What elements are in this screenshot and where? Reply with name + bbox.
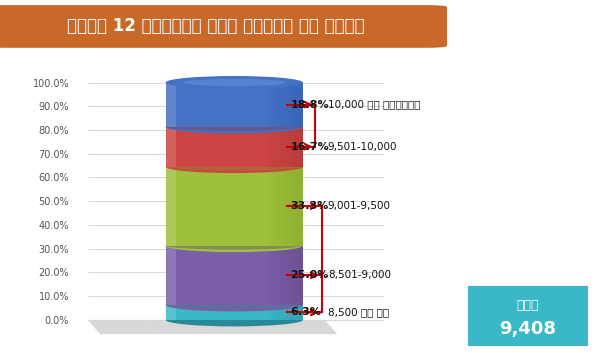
Bar xyxy=(273,246,277,305)
Bar xyxy=(295,167,299,246)
FancyBboxPatch shape xyxy=(166,246,176,305)
Bar xyxy=(295,305,299,320)
Bar xyxy=(166,127,303,167)
Bar xyxy=(286,167,290,246)
Text: 18.8%: 18.8% xyxy=(290,100,329,109)
Bar xyxy=(299,167,303,246)
Text: 8,501-9,000: 8,501-9,000 xyxy=(328,270,391,280)
FancyBboxPatch shape xyxy=(166,82,176,127)
Bar xyxy=(166,82,303,127)
Bar xyxy=(286,246,290,305)
Bar xyxy=(269,82,273,127)
Bar xyxy=(286,305,290,320)
Bar xyxy=(299,82,303,127)
Ellipse shape xyxy=(166,120,303,133)
FancyBboxPatch shape xyxy=(166,167,176,246)
FancyBboxPatch shape xyxy=(0,5,447,48)
Bar xyxy=(269,305,273,320)
Bar xyxy=(277,127,281,167)
Bar xyxy=(295,82,299,127)
Bar xyxy=(295,246,299,305)
Bar xyxy=(281,127,286,167)
Bar xyxy=(273,82,277,127)
Bar xyxy=(290,82,295,127)
Bar xyxy=(269,167,273,246)
Text: 9,408: 9,408 xyxy=(499,320,557,338)
Ellipse shape xyxy=(166,313,303,327)
Bar xyxy=(273,167,277,246)
Text: 16.7%: 16.7% xyxy=(290,142,329,152)
Bar xyxy=(290,167,295,246)
Text: 25.0%: 25.0% xyxy=(290,270,329,280)
Bar xyxy=(277,246,281,305)
Ellipse shape xyxy=(183,79,286,86)
Bar xyxy=(277,167,281,246)
Bar xyxy=(166,305,303,320)
Ellipse shape xyxy=(166,239,303,252)
Bar xyxy=(166,167,303,246)
Text: 6.3%: 6.3% xyxy=(290,307,321,317)
Ellipse shape xyxy=(166,123,303,131)
FancyBboxPatch shape xyxy=(166,127,176,167)
Bar xyxy=(273,127,277,167)
Bar xyxy=(277,305,281,320)
Bar xyxy=(281,305,286,320)
Bar xyxy=(269,246,273,305)
Bar xyxy=(281,82,286,127)
Bar xyxy=(290,127,295,167)
Bar xyxy=(299,127,303,167)
Bar xyxy=(290,246,295,305)
Bar xyxy=(166,246,303,305)
Bar xyxy=(281,246,286,305)
Ellipse shape xyxy=(166,163,303,170)
Ellipse shape xyxy=(166,76,303,89)
Text: 9,501-10,000: 9,501-10,000 xyxy=(328,142,397,152)
Text: 9,001-9,500: 9,001-9,500 xyxy=(328,201,391,211)
Polygon shape xyxy=(88,320,156,334)
Ellipse shape xyxy=(166,160,303,173)
Bar xyxy=(269,127,273,167)
Bar xyxy=(299,246,303,305)
Bar xyxy=(299,305,303,320)
Ellipse shape xyxy=(166,301,303,309)
Text: 8,500 या कम: 8,500 या कम xyxy=(328,307,389,317)
Bar xyxy=(295,127,299,167)
Polygon shape xyxy=(144,320,337,334)
Text: औसत: औसत xyxy=(517,299,539,312)
Text: 33.3%: 33.3% xyxy=(290,201,329,211)
FancyBboxPatch shape xyxy=(166,305,176,320)
Bar xyxy=(277,82,281,127)
Ellipse shape xyxy=(166,242,303,250)
Bar xyxy=(290,305,295,320)
Text: अगले 12 महीनों में निपटी का शिखर: अगले 12 महीनों में निपटी का शिखर xyxy=(67,18,365,35)
FancyBboxPatch shape xyxy=(468,286,588,346)
Ellipse shape xyxy=(166,298,303,311)
Bar xyxy=(286,127,290,167)
Bar xyxy=(286,82,290,127)
Bar xyxy=(273,305,277,320)
Text: 10,000 से ज्यादा: 10,000 से ज्यादा xyxy=(328,100,421,109)
Bar xyxy=(281,167,286,246)
